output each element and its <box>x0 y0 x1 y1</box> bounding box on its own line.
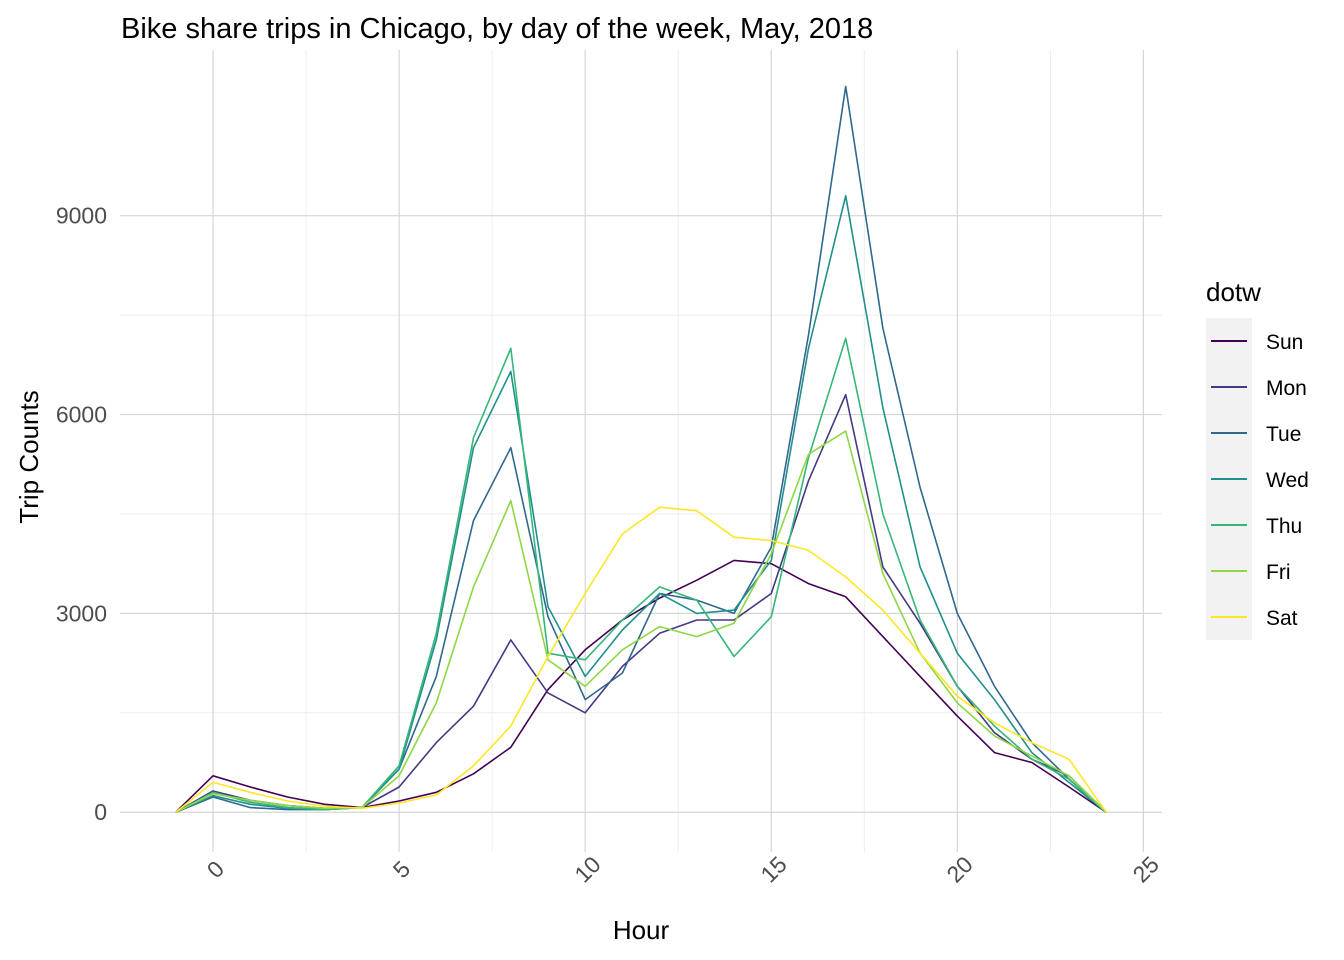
series-layer <box>175 85 1107 813</box>
series-line-sat <box>175 506 1107 813</box>
legend: dotw Sun Mon Tue Wed Thu Fri Sat <box>1206 277 1309 640</box>
y-tick-labels: 0 3000 6000 9000 <box>56 203 107 826</box>
y-tick-label: 0 <box>94 799 107 825</box>
x-axis-title: Hour <box>613 915 670 945</box>
legend-label-tue: Tue <box>1266 423 1301 446</box>
x-tick-label: 25 <box>1127 851 1163 887</box>
legend-title: dotw <box>1206 277 1261 307</box>
x-tick-label: 20 <box>941 851 977 887</box>
series-line-fri <box>175 430 1107 813</box>
series-line-wed <box>175 195 1107 813</box>
y-tick-label: 6000 <box>56 402 107 428</box>
x-tick-label: 10 <box>569 851 605 887</box>
y-axis-title: Trip Counts <box>14 390 44 523</box>
y-tick-label: 3000 <box>56 600 107 626</box>
x-tick-label: 5 <box>388 856 415 883</box>
legend-label-mon: Mon <box>1266 377 1307 400</box>
legend-label-wed: Wed <box>1266 469 1309 492</box>
legend-label-thu: Thu <box>1266 515 1302 538</box>
legend-label-fri: Fri <box>1266 561 1291 584</box>
grid <box>120 50 1162 852</box>
x-tick-label: 0 <box>202 856 229 883</box>
x-tick-labels: 0 5 10 15 20 25 <box>202 851 1164 887</box>
series-line-thu <box>175 337 1107 813</box>
legend-label-sat: Sat <box>1266 607 1298 630</box>
legend-label-sun: Sun <box>1266 331 1303 354</box>
series-line-sun <box>175 559 1107 813</box>
y-tick-label: 9000 <box>56 203 107 229</box>
chart-title: Bike share trips in Chicago, by day of t… <box>121 13 873 45</box>
x-tick-label: 15 <box>755 851 791 887</box>
